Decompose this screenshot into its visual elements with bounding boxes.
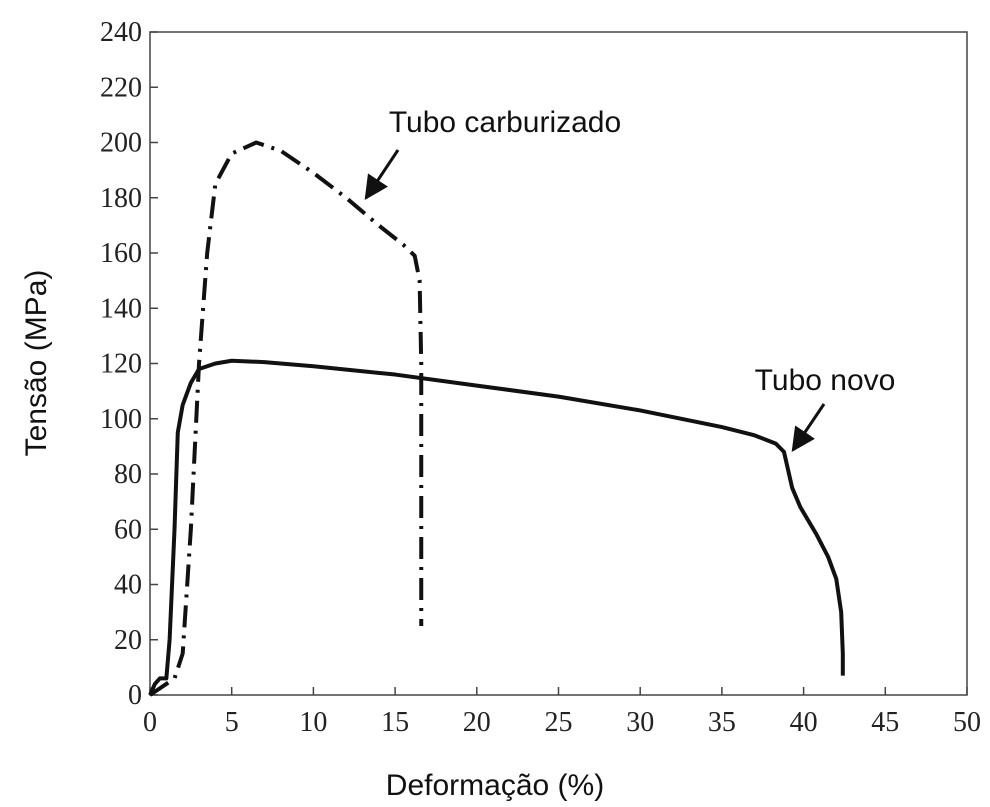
annotation-arrow	[364, 149, 400, 200]
x-tick-label: 45	[871, 707, 899, 738]
annotation: Tubo carburizado	[389, 106, 621, 139]
y-tick-label: 240	[100, 17, 142, 48]
x-tick-label: 50	[953, 707, 981, 738]
y-tick-label: 120	[100, 349, 142, 380]
x-tick-label: 15	[381, 707, 409, 738]
x-axis-label: Deformação (%)	[386, 769, 604, 802]
x-tick-label: 10	[299, 707, 327, 738]
y-axis-label: Tensão (MPa)	[20, 270, 53, 457]
y-tick-label: 40	[114, 570, 142, 601]
data-line	[148, 140, 424, 697]
y-tick-label: 180	[100, 183, 142, 214]
y-tick-label: 160	[100, 238, 142, 269]
y-tick-label: 140	[100, 293, 142, 324]
annotation: Tubo novo	[755, 364, 896, 397]
x-tick-label: 5	[225, 707, 239, 738]
x-tick-label: 20	[463, 707, 491, 738]
x-tick-label: 30	[626, 707, 654, 738]
x-tick-label: 35	[708, 707, 736, 738]
x-tick-label: 25	[545, 707, 573, 738]
y-tick-label: 20	[114, 625, 142, 656]
x-tick-label: 0	[143, 707, 157, 738]
y-tick-label: 200	[100, 128, 142, 159]
annotation-arrow	[791, 403, 826, 452]
y-tick-label: 220	[100, 72, 142, 103]
y-tick-label: 80	[114, 459, 142, 490]
y-tick-label: 60	[114, 514, 142, 545]
y-tick-label: 100	[100, 404, 142, 435]
y-tick-label: 0	[128, 680, 142, 711]
data-line	[148, 358, 845, 696]
x-tick-label: 40	[790, 707, 818, 738]
